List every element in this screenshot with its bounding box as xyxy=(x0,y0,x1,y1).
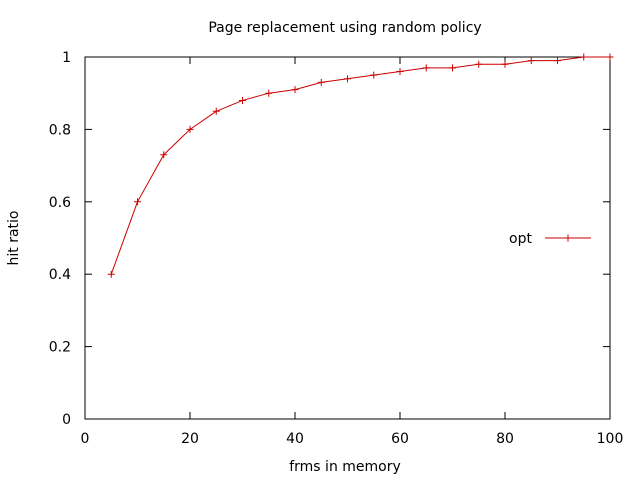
x-tick-label: 60 xyxy=(391,431,409,447)
y-tick-label: 0.8 xyxy=(49,122,71,138)
data-point-marker xyxy=(265,89,273,97)
legend-marker-swatch xyxy=(564,234,572,242)
data-point-marker xyxy=(239,96,246,104)
x-tick-label: 0 xyxy=(81,431,90,447)
legend-label: opt xyxy=(509,231,532,247)
data-point-marker xyxy=(449,64,456,72)
x-tick-label: 100 xyxy=(597,431,624,447)
data-point-marker xyxy=(344,75,351,83)
data-point-marker xyxy=(422,64,430,72)
data-point-marker xyxy=(370,71,378,79)
y-tick-label: 0.4 xyxy=(49,267,71,283)
data-point-marker xyxy=(554,57,561,65)
x-tick-label: 40 xyxy=(286,431,304,447)
data-point-marker xyxy=(580,53,588,61)
x-tick-label: 20 xyxy=(181,431,199,447)
data-point-marker xyxy=(527,57,535,65)
data-point-marker xyxy=(606,53,614,61)
data-point-marker xyxy=(160,151,168,159)
series-line-opt xyxy=(110,56,610,275)
x-tick-label: 80 xyxy=(496,431,514,447)
chart-title: Page replacement using random policy xyxy=(208,20,481,36)
data-point-marker xyxy=(475,60,483,68)
axis-ticks: 0 20 40 60 80 100 0 0.2 0.4 0.6 0.8 1 xyxy=(49,50,624,447)
data-point-marker xyxy=(186,125,194,133)
plot-frame xyxy=(84,56,611,420)
x-axis-label: frms in memory xyxy=(289,459,401,475)
legend: opt xyxy=(509,231,591,247)
y-tick-label: 0 xyxy=(62,412,71,428)
data-point-marker xyxy=(134,198,141,206)
data-point-marker xyxy=(212,107,220,115)
y-tick-label: 1 xyxy=(62,50,71,66)
data-point-marker xyxy=(396,67,404,75)
y-tick-label: 0.6 xyxy=(49,195,71,211)
series-group xyxy=(107,53,614,278)
data-point-marker xyxy=(501,60,509,68)
data-point-marker xyxy=(291,86,299,94)
data-point-marker xyxy=(107,270,115,278)
y-axis-label: hit ratio xyxy=(6,211,22,266)
y-tick-label: 0.2 xyxy=(49,340,71,356)
data-point-marker xyxy=(317,78,325,86)
